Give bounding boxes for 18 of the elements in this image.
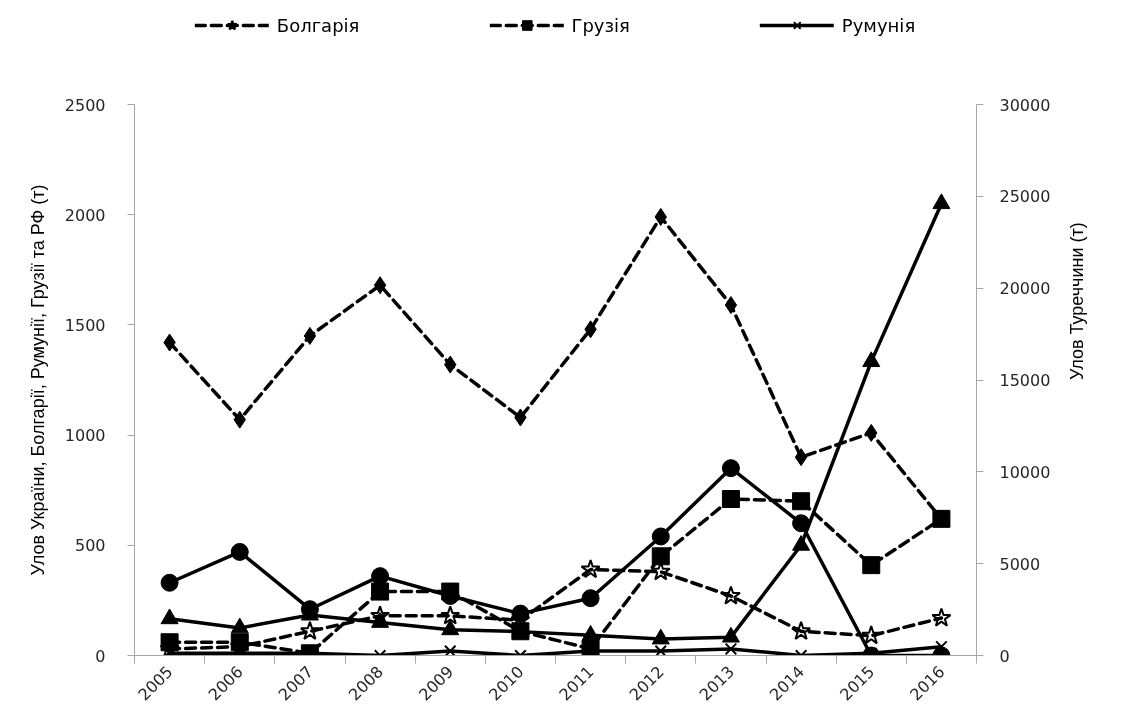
y-tick-label: 2000 [64, 205, 106, 225]
y2-tick-label: 30000 [999, 95, 1051, 115]
legend-label: Грузія [571, 14, 630, 36]
y-tick-label: 2500 [64, 95, 106, 115]
y2-tick-label: 5000 [999, 554, 1041, 574]
y2-tick-label: 25000 [999, 187, 1051, 207]
y-axis-title: Улов України, Болгарії, Румунії, Грузії та РФ (т) [27, 184, 48, 576]
y2-axis-title: Улов Туреччини (т) [1067, 222, 1088, 380]
legend-label: Болгарія [276, 14, 360, 36]
y2-tick-label: 15000 [999, 371, 1051, 390]
legend-label: Румунія [841, 14, 916, 36]
y2-tick-label: 10000 [999, 462, 1051, 482]
y2-tick-label: 0 [999, 646, 1010, 666]
y-tick-label: 1500 [64, 315, 106, 335]
y2-tick-label: 20000 [999, 279, 1051, 299]
y-tick-label: 1000 [64, 426, 106, 446]
y-tick-label: 500 [74, 536, 106, 556]
y-tick-label: 0 [95, 646, 106, 666]
